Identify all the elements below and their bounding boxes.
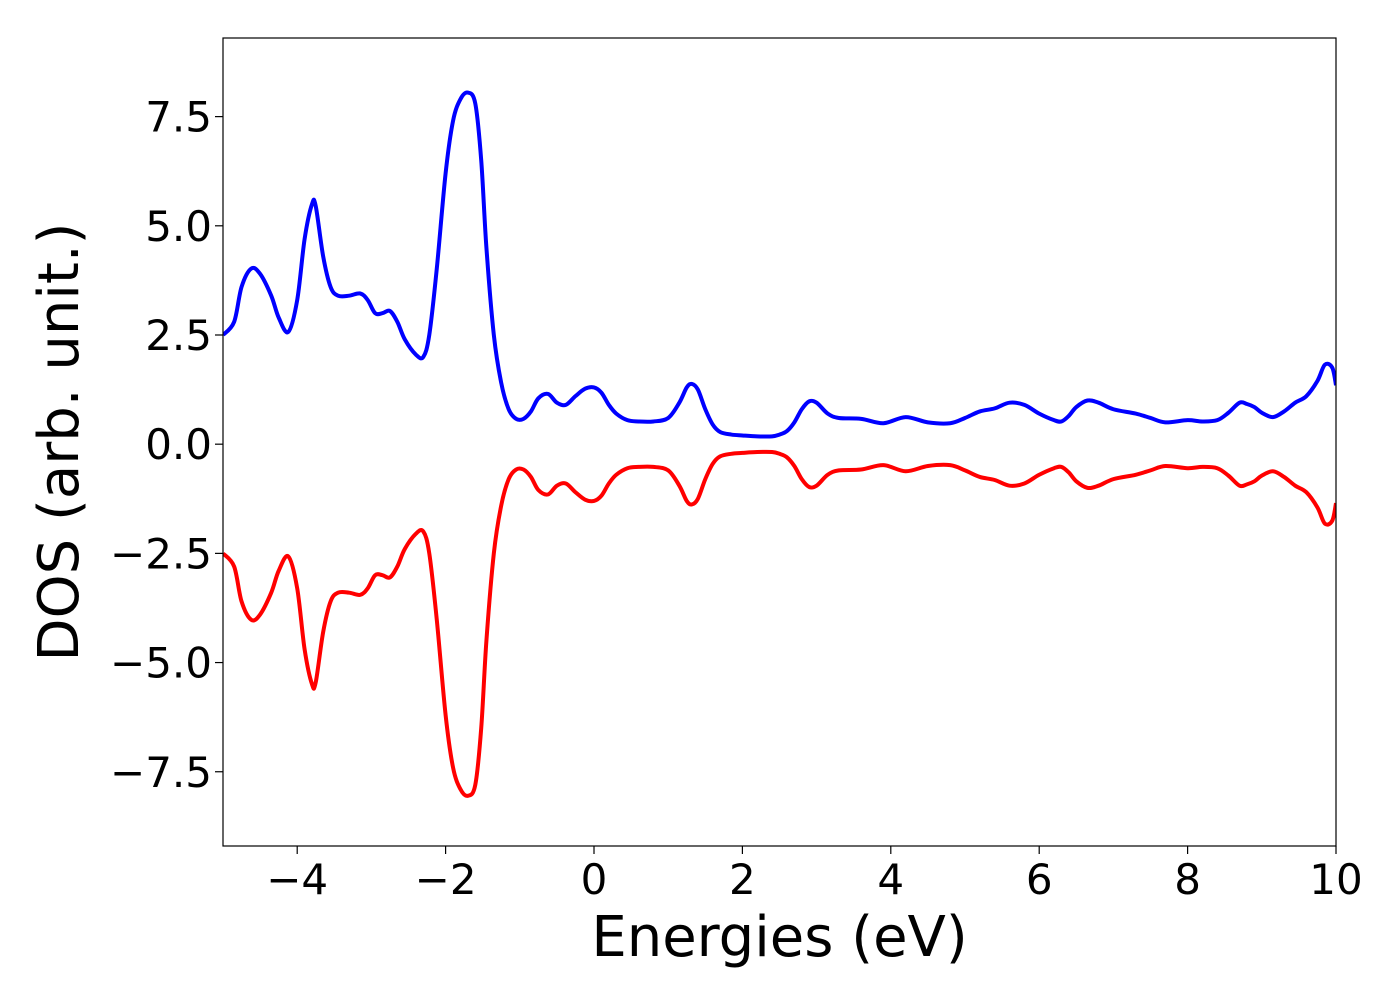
x-tick-label: 4: [877, 855, 904, 904]
x-tick-label: 8: [1174, 855, 1201, 904]
x-axis-label: Energies (eV): [591, 905, 967, 970]
y-tick-label: −7.5: [110, 748, 212, 797]
series-line-1: [223, 90, 1336, 439]
y-tick-label: −5.0: [110, 639, 212, 688]
y-tick-label: 0.0: [145, 420, 212, 469]
x-axis-ticks: −4 −2 0 2 4 6 8 10: [266, 846, 1363, 904]
x-tick-label: 2: [729, 855, 756, 904]
y-tick-label: 5.0: [145, 202, 212, 251]
x-tick-label: −4: [266, 855, 328, 904]
y-tick-label: 7.5: [145, 93, 212, 142]
x-tick-label: 0: [581, 855, 608, 904]
x-tick-label: 10: [1309, 855, 1362, 904]
y-axis-ticks: −7.5 −5.0 −2.5 0.0 2.5 5.0 7.5: [110, 93, 223, 797]
y-tick-label: 2.5: [145, 311, 212, 360]
series-line-2: [223, 449, 1336, 798]
series-layer: [223, 90, 1336, 798]
y-tick-label: −2.5: [110, 529, 212, 578]
x-tick-label: 6: [1026, 855, 1053, 904]
plot-frame: [222, 37, 1337, 847]
x-tick-label: −2: [415, 855, 477, 904]
y-axis-label: DOS (arb. unit.): [27, 222, 92, 661]
